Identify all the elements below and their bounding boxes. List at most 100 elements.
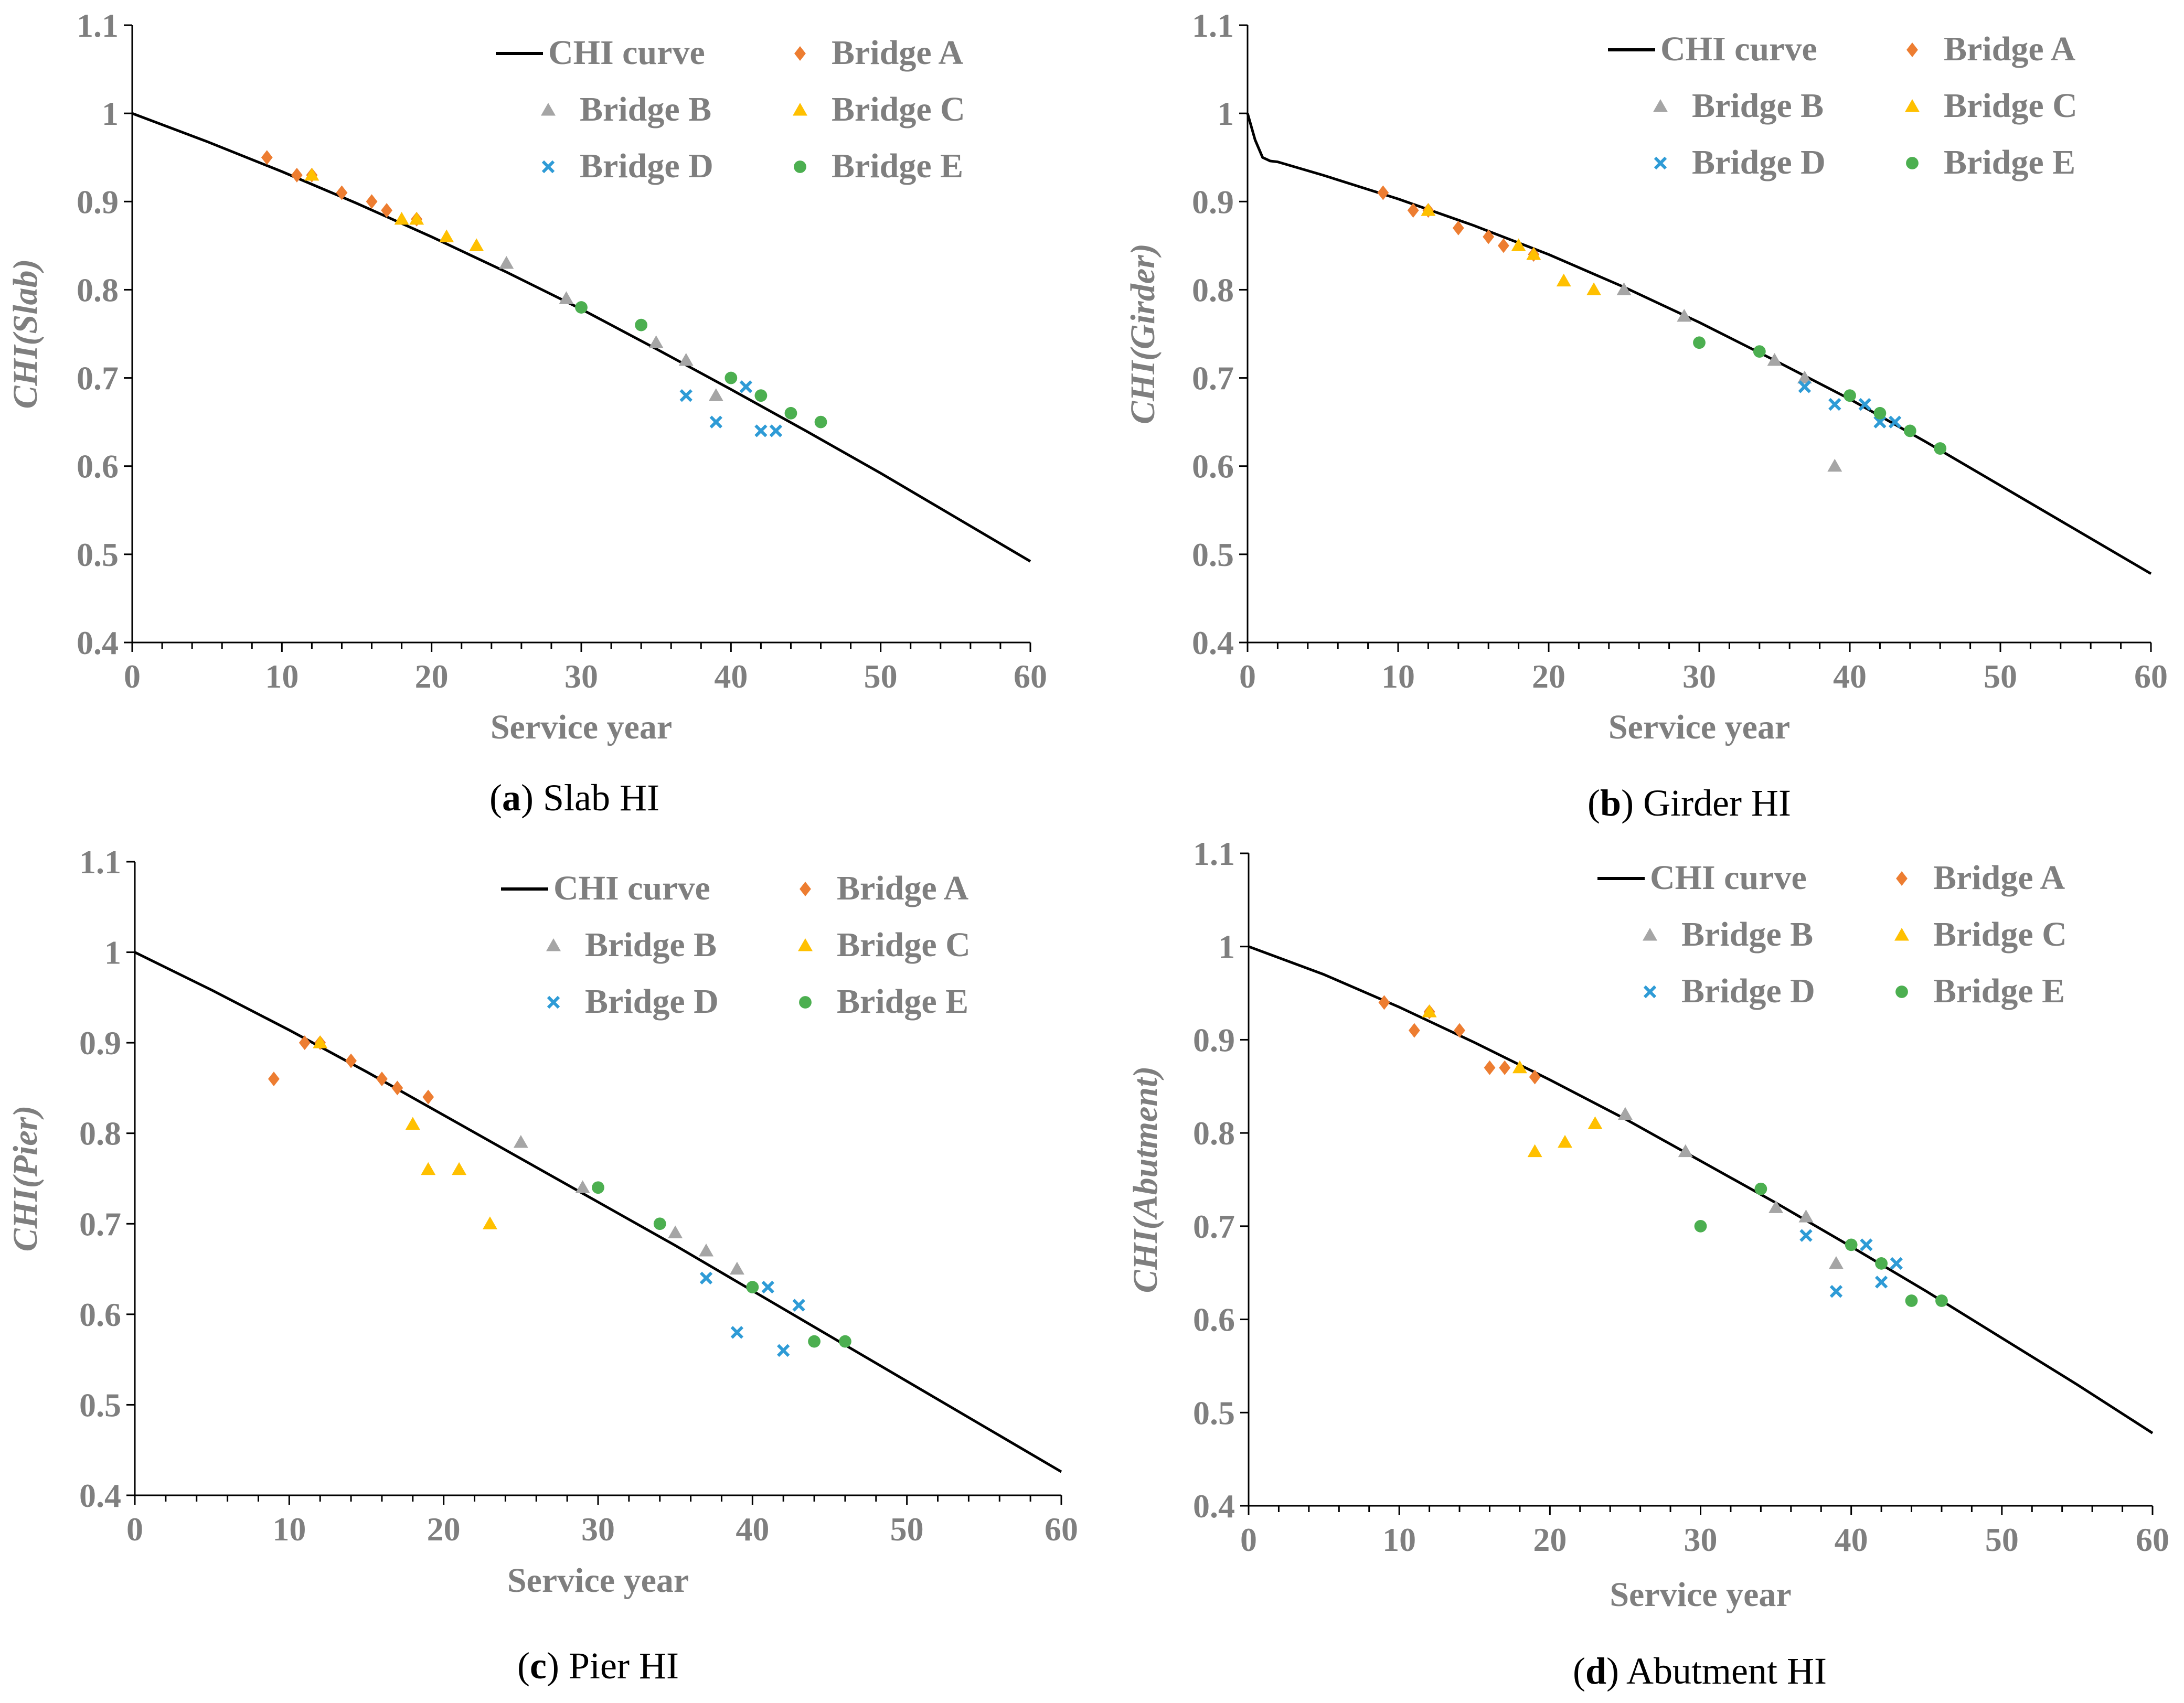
data-point [1768,1200,1784,1213]
legend-marker [1894,928,1909,941]
x-tick-label: 40 [714,658,748,695]
data-point [1828,398,1841,411]
legend-item: CHI curve [1608,30,1817,68]
y-axis-title: CHI(Pier) [6,1106,45,1252]
legend-label: CHI curve [548,34,705,72]
legend-marker [1906,157,1919,169]
y-tick-label: 0.4 [1193,1487,1235,1525]
legend-marker [798,938,813,951]
legend-item: Bridge E [1906,143,2075,181]
legend-marker [547,995,560,1009]
y-tick-label: 0.4 [77,624,119,661]
panel-letter: a [502,777,521,819]
y-tick-label: 0.9 [1193,1021,1235,1058]
x-tick-label: 50 [890,1511,924,1548]
series-bridge-c [313,1035,497,1229]
data-point [699,1271,713,1285]
data-point [1799,1229,1813,1242]
series-bridge-d [679,380,783,437]
data-point [648,335,664,348]
data-point [635,318,648,331]
legend-item: Bridge B [1643,915,1813,954]
x-axis-title: Service year [1610,1576,1791,1614]
legend-label: CHI curve [553,869,710,907]
series-bridge-a [261,150,423,227]
data-point [699,1244,714,1257]
legend-marker [794,160,806,173]
x-axis-title: Service year [507,1561,689,1600]
chart-panel-b: 0 10 20 30 40 50 60 0.4 0.5 0.6 0.7 0.8 0.9 1 1.1 Servi… [1124,7,2168,824]
y-tick-label: 0.9 [1192,183,1234,220]
data-point [1558,1134,1573,1148]
data-point [784,406,797,420]
x-tick-label: 30 [581,1511,615,1548]
series-bridge-d [1798,380,1902,429]
data-point [678,352,694,366]
y-tick-label: 0.4 [1192,624,1234,661]
legend-label: Bridge D [1692,143,1826,181]
legend-marker [800,882,811,896]
legend-marker [1895,986,1908,998]
data-point [336,185,348,200]
legend-item: CHI curve [496,34,705,72]
x-tick-label: 30 [564,658,598,695]
series-bridge-e [575,301,827,429]
data-point [1678,1144,1693,1158]
data-point [1529,1069,1541,1085]
y-tick-label: 1.1 [1192,7,1234,44]
data-point [376,1072,388,1087]
x-tick-label: 20 [415,658,449,695]
data-point [1873,406,1887,420]
legend-item: Bridge D [547,982,719,1021]
legend-label: CHI curve [1650,859,1807,897]
data-point [1378,995,1390,1010]
legend-item: Bridge D [541,147,713,185]
y-tick-label: 0.6 [1192,448,1234,485]
data-point [1586,282,1602,295]
y-tick-label: 0.6 [79,1296,121,1333]
x-tick-label: 10 [1382,1521,1416,1558]
legend-item: Bridge C [1894,915,2067,954]
data-point [792,1299,805,1312]
y-tick-label: 0.5 [1193,1394,1235,1431]
data-point [1767,352,1782,366]
chart-panel-d: 0 10 20 30 40 50 60 0.4 0.5 0.6 0.7 0.8 0.9 1 1.1 Servi… [1126,835,2169,1692]
series-bridge-d [699,1271,805,1357]
data-point [739,380,753,393]
series-bridge-e [1693,336,1947,455]
data-point [814,415,827,429]
data-point [1421,203,1436,216]
y-tick-label: 0.8 [1193,1115,1235,1152]
panel-caption: (c) Pier HI [517,1645,679,1687]
legend-label: Bridge B [1692,87,1824,125]
legend-label: Bridge A [837,869,969,907]
x-tick-label: 0 [1240,1521,1257,1558]
series-bridge-e [1694,1182,1948,1307]
x-tick-label: 0 [1239,658,1256,695]
y-axis-title: CHI(Slab) [6,259,45,409]
panel-caption-text: Slab HI [543,777,659,819]
data-point [839,1335,851,1348]
y-tick-label: 1 [104,934,121,971]
series-bridge-c [1421,203,1602,295]
data-point [575,301,588,314]
y-tick-label: 1.1 [79,843,121,881]
legend-marker [794,46,806,61]
legend-item: Bridge A [794,34,964,72]
panel-letter: c [530,1645,547,1687]
data-point [1903,424,1916,437]
data-point [776,1344,790,1357]
data-point [304,167,319,181]
series-bridge-b [513,1134,744,1275]
legend-item: Bridge B [1653,87,1824,125]
x-tick-label: 60 [1045,1511,1078,1548]
legend-item: Bridge C [1905,87,2078,125]
legend-marker [546,938,561,951]
data-point [381,203,392,218]
legend-marker [1906,42,1918,57]
data-point [1935,1294,1948,1307]
data-point [1617,1107,1633,1120]
y-tick-label: 0.5 [79,1386,121,1423]
data-point [422,1089,434,1105]
data-point [1677,308,1692,322]
